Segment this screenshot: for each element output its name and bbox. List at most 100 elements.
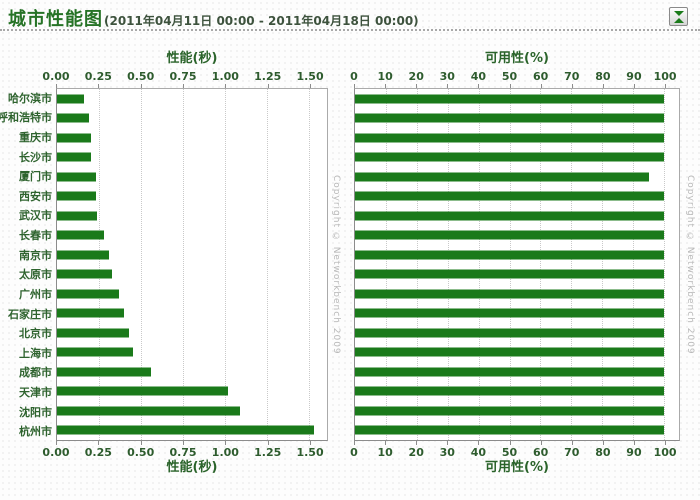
axis-tick-label: 1.00 (211, 446, 239, 459)
axis-tick-label: 0.75 (169, 70, 197, 83)
chart-row-哈尔滨市 (355, 89, 679, 109)
bar-重庆市 (57, 133, 91, 143)
category-label-哈尔滨市: 哈尔滨市 (8, 91, 52, 105)
axis-tick-label: 70 (564, 70, 580, 83)
axis-tick-mark (267, 84, 269, 88)
axis-tick-mark (98, 84, 100, 88)
bar-北京市 (57, 328, 130, 338)
chart-row-南京市 (57, 245, 327, 265)
collapse-icon (673, 17, 684, 23)
axis-tick-mark (267, 441, 269, 445)
bar-石家庄市 (57, 308, 125, 318)
gridline (225, 89, 227, 440)
axis-tick-label: 1.50 (296, 446, 324, 459)
chart-row-呼和浩特市 (355, 109, 679, 129)
axis-tick-label: 80 (595, 70, 611, 83)
category-label-呼和浩特市: 呼和浩特市 (0, 111, 52, 125)
chart-row-长沙市 (355, 148, 679, 168)
bar-成都市 (57, 367, 152, 377)
gridline (602, 89, 604, 440)
bar-天津市 (57, 386, 229, 396)
axis-tick-mark (633, 441, 635, 445)
category-label-成都市: 成都市 (19, 366, 52, 380)
gridline (267, 89, 269, 440)
axis-tick-row: 0.00 0.25 0.50 0.75 1.00 1.25 1.50 (42, 70, 328, 88)
chart-row-杭州市 (57, 421, 327, 441)
axis-tick-mark (354, 84, 355, 88)
bar-长春市 (57, 230, 105, 240)
page-title: 城市性能图 (8, 9, 103, 30)
axis-tick-mark (602, 441, 604, 445)
gridline (99, 89, 101, 440)
gridline (447, 89, 449, 440)
bar-广州市 (355, 289, 665, 299)
copyright-watermark: Copyright © Networkbench 2009 (331, 174, 341, 355)
bar-杭州市 (57, 425, 315, 435)
axis-tick-label: 40 (470, 446, 487, 459)
axis-tick-mark (478, 441, 480, 445)
gridline (385, 89, 387, 440)
bar-太原市 (57, 269, 113, 279)
category-label-石家庄市: 石家庄市 (8, 307, 52, 321)
bar-武汉市 (355, 211, 665, 221)
header: 城市性能图(2011年04月11日 00:00 - 2011年04月18日 00… (0, 0, 700, 31)
axis-tick-label: 0 (350, 446, 358, 459)
axis-tick-label: 90 (626, 70, 642, 83)
chart-row-重庆市 (355, 128, 679, 148)
chart-row-长春市 (355, 226, 679, 246)
bar-哈尔滨市 (355, 94, 665, 104)
axis-tick-mark (509, 84, 511, 88)
chart-row-呼和浩特市 (57, 109, 327, 129)
axis-tick-label: 0.50 (127, 70, 155, 83)
axis-title-bottom: 可用性(%) (485, 460, 549, 475)
axis-tick-mark (416, 441, 418, 445)
axis-tick-mark (447, 441, 449, 445)
bar-长沙市 (57, 152, 91, 162)
category-label-武汉市: 武汉市 (19, 209, 52, 223)
gridline (309, 89, 311, 440)
bar-长春市 (355, 230, 665, 240)
category-label-上海市: 上海市 (19, 346, 52, 360)
axis-tick-mark (602, 84, 604, 88)
axis-tick-label: 0.00 (42, 70, 70, 83)
availability-chart: 可用性(%) 0 10 20 30 40 50 60 70 80 90 100 0 10 20 30 40 50 6… (350, 50, 680, 479)
axis-tick-mark (183, 84, 185, 88)
chart-row-哈尔滨市 (57, 89, 327, 109)
category-label-太原市: 太原市 (19, 268, 52, 282)
axis-tick-mark (509, 441, 511, 445)
axis-tick-mark (571, 84, 573, 88)
bar-广州市 (57, 289, 120, 299)
chart-row-广州市 (355, 284, 679, 304)
axis-tick-label: 0.00 (42, 446, 70, 459)
performance-chart: 性能(秒) 0.00 0.25 0.50 0.75 1.00 1.25 1.50 0.00 0.2… (42, 50, 328, 479)
bar-沈阳市 (57, 406, 241, 416)
bar-厦门市 (57, 172, 96, 182)
axis-tick-mark (310, 441, 312, 445)
chart-row-成都市 (355, 362, 679, 382)
bar-成都市 (355, 367, 665, 377)
axis-tick-label: 100 (653, 70, 677, 83)
bar-沈阳市 (355, 406, 665, 416)
category-label-北京市: 北京市 (19, 327, 52, 341)
axis-tick-mark (225, 441, 227, 445)
bar-上海市 (355, 347, 665, 357)
axis-tick-label: 40 (470, 70, 487, 83)
chart-row-太原市 (355, 265, 679, 285)
axis-tick-label: 80 (595, 446, 611, 459)
collapse-button[interactable] (669, 7, 688, 26)
axis-tick-label: 20 (408, 70, 424, 83)
gridline (141, 89, 143, 440)
axis-tick-mark (183, 441, 185, 445)
category-label-广州市: 广州市 (19, 287, 52, 301)
bar-哈尔滨市 (57, 94, 84, 104)
category-label-长沙市: 长沙市 (19, 150, 52, 164)
gridline (416, 89, 418, 440)
chart-row-厦门市 (57, 167, 327, 187)
chart-row-长春市 (57, 226, 327, 246)
axis-tick-mark (385, 84, 387, 88)
gridline (633, 89, 635, 440)
chart-row-西安市 (57, 187, 327, 207)
axis-tick-row: 0 10 20 30 40 50 60 70 80 90 100 (350, 70, 680, 88)
bar-西安市 (57, 191, 96, 201)
gridline (183, 89, 185, 440)
